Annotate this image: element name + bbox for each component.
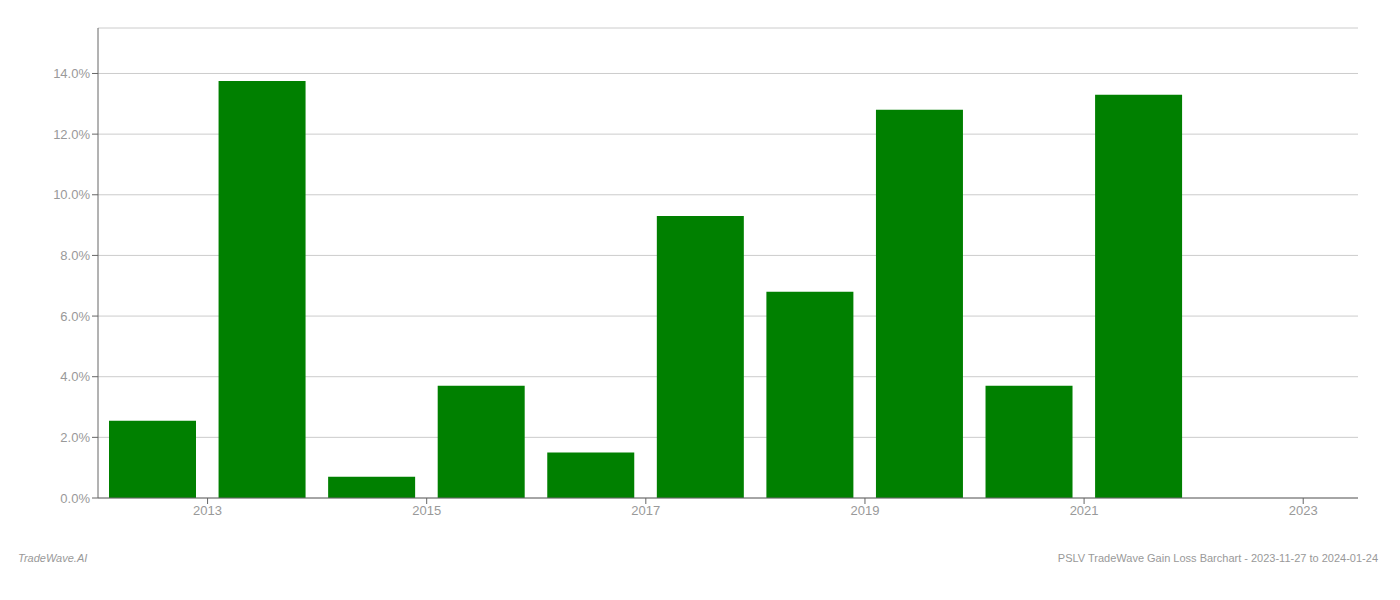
- svg-text:2019: 2019: [850, 503, 879, 518]
- svg-text:6.0%: 6.0%: [60, 309, 90, 324]
- svg-text:10.0%: 10.0%: [53, 187, 90, 202]
- svg-text:2021: 2021: [1070, 503, 1099, 518]
- svg-text:8.0%: 8.0%: [60, 248, 90, 263]
- svg-text:12.0%: 12.0%: [53, 127, 90, 142]
- html-text:TradeWave.AI: TradeWave.AI: [18, 552, 88, 564]
- svg-text:2013: 2013: [193, 503, 222, 518]
- svg-text:14.0%: 14.0%: [53, 66, 90, 81]
- svg-text:2023: 2023: [1289, 503, 1318, 518]
- svg-text:2015: 2015: [412, 503, 441, 518]
- svg-text:0.0%: 0.0%: [60, 491, 90, 506]
- svg-text:4.0%: 4.0%: [60, 369, 90, 384]
- html-text:PSLV TradeWave Gain Loss Barch: PSLV TradeWave Gain Loss Barchart - 2023…: [1057, 552, 1378, 564]
- svg-text:2.0%: 2.0%: [60, 430, 90, 445]
- svg-text:2017: 2017: [631, 503, 660, 518]
